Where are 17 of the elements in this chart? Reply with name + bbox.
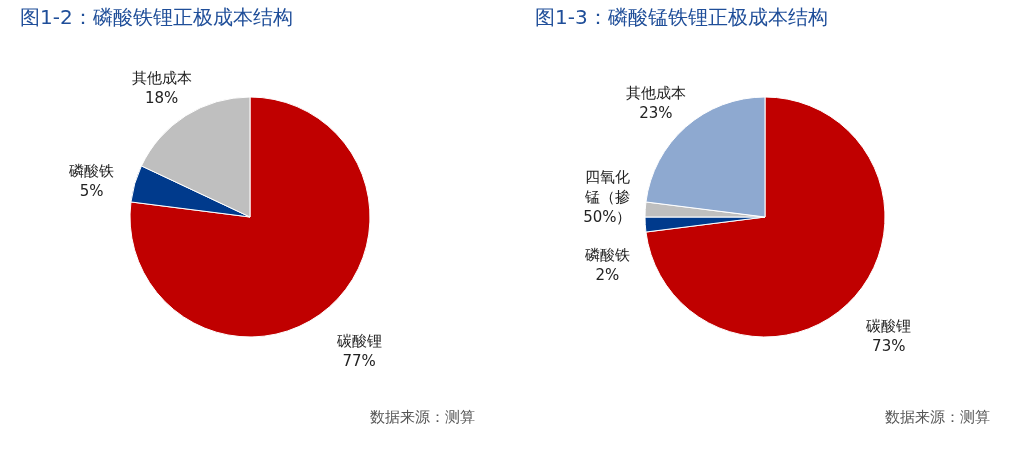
- slice-label: 碳酸锂: [335, 331, 382, 350]
- source-note: 数据来源：测算: [0, 408, 515, 427]
- chart-title: 图1-2：磷酸铁锂正极成本结构: [20, 5, 293, 29]
- slice-label: 其他成本: [131, 68, 192, 87]
- slice-label: 其他成本: [625, 84, 686, 103]
- source-note: 数据来源：测算: [515, 408, 1030, 427]
- data-label: 2%: [595, 265, 620, 284]
- slice-label: 四氧化锰（掺50%）: [583, 168, 632, 227]
- slice-label: 磷酸铁: [583, 245, 630, 264]
- data-label: 23%: [639, 104, 673, 123]
- slice-label: 磷酸铁: [68, 161, 115, 180]
- slice-label: 碳酸锂: [865, 317, 912, 336]
- data-label: 5%: [79, 181, 104, 200]
- data-label: 73%: [872, 337, 906, 356]
- chart-title: 图1-3：磷酸锰铁锂正极成本结构: [535, 5, 828, 29]
- data-label: 77%: [342, 351, 376, 370]
- data-label: 18%: [144, 88, 179, 107]
